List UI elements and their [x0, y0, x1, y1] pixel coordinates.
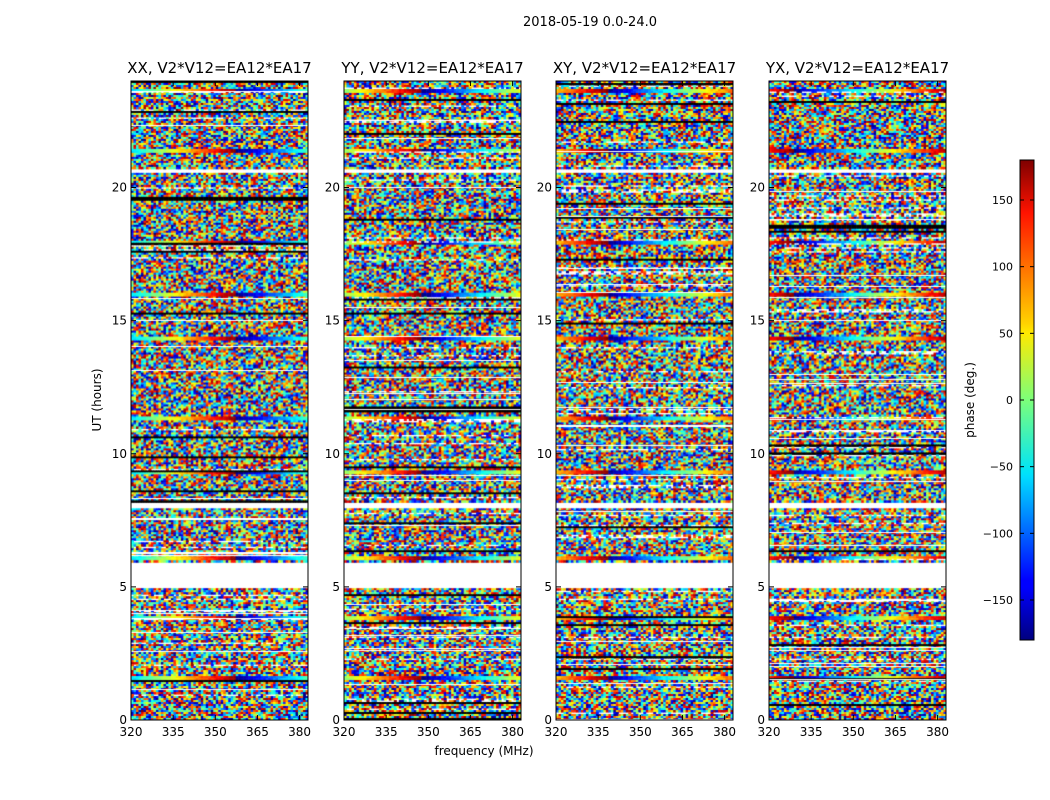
panel-4-phase-image: [769, 81, 946, 720]
y-tick-label: 10: [325, 447, 340, 461]
panel-1: XX, V2*V12=EA12*EA17 320 335 350 365 380 0 5 10 1…: [112, 59, 312, 739]
y-tick-label: 5: [332, 580, 340, 594]
x-tick-label: 350: [204, 725, 227, 739]
panel-2-frame: [343, 80, 522, 721]
colorbar: 150 100 50 0 −50 −100 −150 phase (deg.): [963, 159, 1035, 641]
x-tick-label: 335: [375, 725, 398, 739]
y-tick-label: 20: [750, 181, 765, 195]
panel-4: YX, V2*V12=EA12*EA17 320 335 350 365 380 0 5 10 1…: [750, 59, 949, 739]
y-axis-label: UT (hours): [90, 368, 104, 431]
y-tick-label: 0: [332, 713, 340, 727]
colorbar-tick-label: 50: [999, 327, 1013, 340]
x-tick-label: 320: [120, 725, 143, 739]
x-tick-label: 380: [926, 725, 949, 739]
colorbar-tick-label: 100: [992, 261, 1013, 274]
x-tick-label: 350: [417, 725, 440, 739]
y-tick-label: 10: [537, 447, 552, 461]
panels: XX, V2*V12=EA12*EA17 320 335 350 365 380 0 5 10 1…: [112, 59, 949, 739]
panel-3-frame: [555, 80, 734, 721]
panel-3: XY, V2*V12=EA12*EA17 320 335 350 365 380 0 5 10 1…: [537, 59, 736, 739]
panel-1-phase-image: [131, 81, 308, 720]
y-tick-label: 0: [119, 713, 127, 727]
x-tick-label: 365: [671, 725, 694, 739]
panel-2: YY, V2*V12=EA12*EA17 320 335 350 365 380 0 5 10 1…: [325, 59, 524, 739]
figure-title: 2018-05-19 0.0-24.0: [523, 15, 657, 30]
x-axis-label: frequency (MHz): [434, 744, 533, 758]
colorbar-label: phase (deg.): [963, 362, 977, 438]
x-tick-label: 320: [758, 725, 781, 739]
y-tick-label: 10: [750, 447, 765, 461]
colorbar-ticks: 150 100 50 0 −50 −100 −150: [983, 194, 1034, 607]
colorbar-tick-label: −150: [983, 594, 1013, 607]
panel-1-frame: [130, 80, 309, 721]
x-tick-label: 380: [288, 725, 311, 739]
panel-1-title: XX, V2*V12=EA12*EA17: [127, 59, 311, 77]
x-tick-label: 320: [333, 725, 356, 739]
y-tick-label: 15: [537, 314, 552, 328]
y-tick-label: 0: [757, 713, 765, 727]
x-tick-label: 380: [713, 725, 736, 739]
y-tick-label: 15: [750, 314, 765, 328]
y-tick-label: 5: [757, 580, 765, 594]
panel-4-frame: [768, 80, 947, 721]
x-tick-label: 350: [842, 725, 865, 739]
y-tick-label: 0: [544, 713, 552, 727]
y-tick-label: 20: [537, 181, 552, 195]
x-tick-label: 380: [501, 725, 524, 739]
panel-4-title: YX, V2*V12=EA12*EA17: [765, 59, 949, 77]
colorbar-tick-label: 0: [1006, 394, 1013, 407]
x-tick-label: 320: [545, 725, 568, 739]
colorbar-tick-label: −50: [990, 461, 1013, 474]
panel-2-phase-image: [344, 81, 521, 720]
y-tick-label: 15: [112, 314, 127, 328]
panel-3-phase-image: [556, 81, 733, 720]
x-tick-label: 365: [884, 725, 907, 739]
y-tick-label: 10: [112, 447, 127, 461]
y-tick-label: 15: [325, 314, 340, 328]
x-tick-label: 365: [246, 725, 269, 739]
x-tick-label: 350: [629, 725, 652, 739]
colorbar-tick-label: 150: [992, 194, 1013, 207]
x-tick-label: 335: [587, 725, 610, 739]
x-tick-label: 335: [162, 725, 185, 739]
colorbar-tick-label: −100: [983, 527, 1013, 540]
x-tick-label: 365: [459, 725, 482, 739]
panel-3-title: XY, V2*V12=EA12*EA17: [553, 59, 736, 77]
y-tick-label: 20: [325, 181, 340, 195]
panel-2-title: YY, V2*V12=EA12*EA17: [340, 59, 523, 77]
y-tick-label: 5: [119, 580, 127, 594]
y-tick-label: 5: [544, 580, 552, 594]
x-tick-label: 335: [800, 725, 823, 739]
y-tick-label: 20: [112, 181, 127, 195]
